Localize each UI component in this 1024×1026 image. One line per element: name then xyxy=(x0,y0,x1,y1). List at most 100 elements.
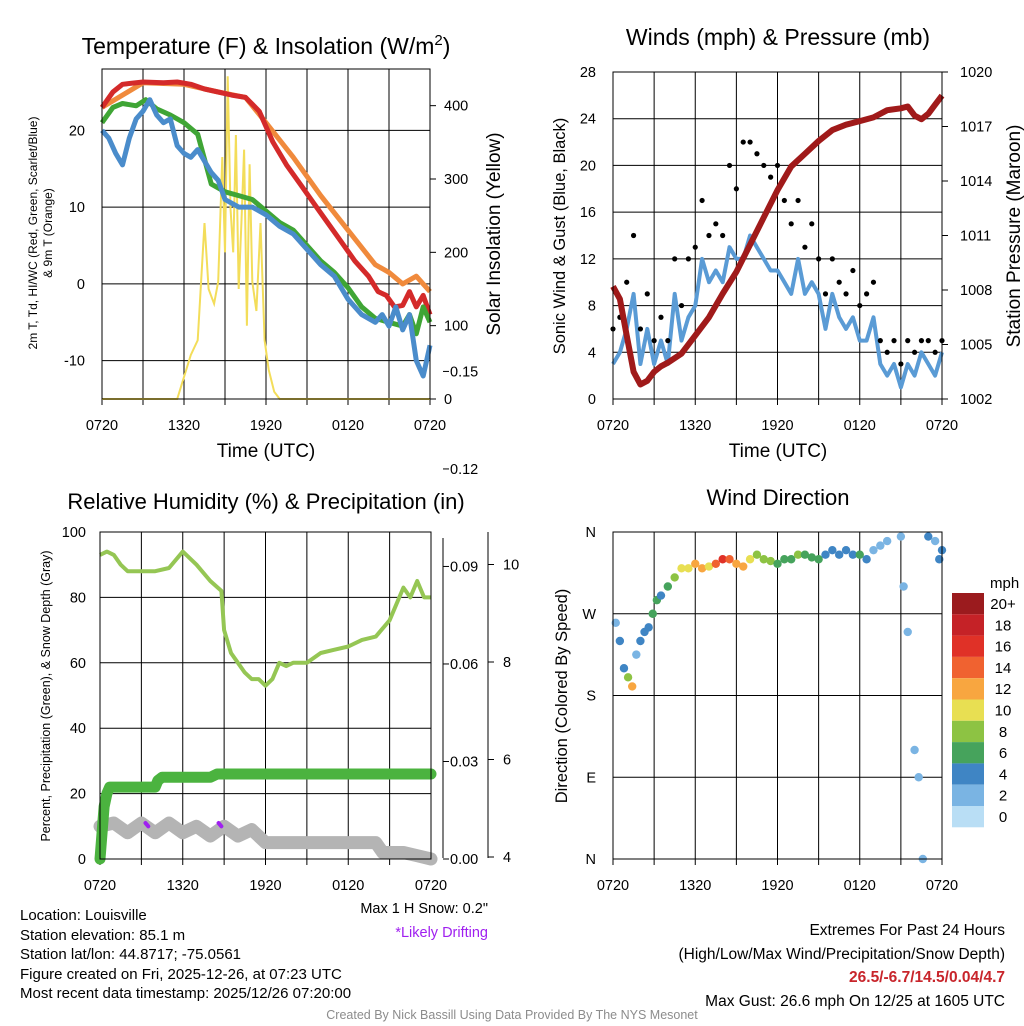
time-tick-label: 0720 xyxy=(926,878,958,894)
temperature-ylabel-line2: & 9m T (Orange) xyxy=(41,188,55,278)
winds-panel: Winds (mph) & Pressure (mb) 0 4 8 12 16 20 24 2… xyxy=(551,24,1024,462)
time-tick-label: 0720 xyxy=(86,418,118,434)
pressure-ylabel: Station Pressure (Maroon) xyxy=(1004,125,1024,348)
gust-point xyxy=(870,279,877,285)
precip-tick-label: 0.03 xyxy=(450,754,478,770)
wind-tick-label: 24 xyxy=(580,112,596,128)
direction-point xyxy=(828,545,837,555)
gust-point xyxy=(720,232,726,239)
legend-label: 18 xyxy=(995,617,1012,634)
snow-tick-label: 6 xyxy=(503,753,511,769)
gust-point xyxy=(774,162,781,169)
temperature-tick-label: -10 xyxy=(64,354,85,370)
legend-label: 4 xyxy=(999,766,1007,783)
direction-point xyxy=(766,556,775,566)
direction-point xyxy=(814,555,823,564)
time-tick-label: 0720 xyxy=(414,418,446,434)
legend-label: 2 xyxy=(999,788,1007,805)
direction-point xyxy=(930,536,940,546)
temperature-xlabel: Time (UTC) xyxy=(217,441,316,462)
max-snow-text: Max 1 H Snow: 0.2" xyxy=(360,901,488,917)
gust-point xyxy=(754,151,760,157)
legend-swatch xyxy=(952,784,984,806)
direction-title: Wind Direction xyxy=(706,485,849,510)
direction-point xyxy=(648,609,657,618)
created-text: Figure created on Fri, 2025-12-26, at 07… xyxy=(20,965,342,983)
legend-swatch xyxy=(952,699,984,721)
legend-swatch xyxy=(952,635,984,657)
gust-point xyxy=(788,221,794,227)
percent-tick-label: 60 xyxy=(70,656,86,672)
percent-tick-label: 0 xyxy=(78,852,86,868)
gust-point xyxy=(637,326,644,332)
credit-line: Created By Nick Bassill Using Data Provi… xyxy=(326,1008,698,1022)
direction-point xyxy=(848,550,858,559)
direction-point xyxy=(821,550,830,559)
windchill-line xyxy=(100,97,433,379)
pressure-tick-label: 1011 xyxy=(960,229,991,245)
direction-point xyxy=(739,562,748,571)
wind-tick-label: 20 xyxy=(580,158,596,174)
gust-point xyxy=(802,244,808,250)
insolation-tick-label: 300 xyxy=(444,172,468,188)
humidity-frame xyxy=(99,531,432,860)
snow-tick-label: 4 xyxy=(503,850,511,866)
gust-point xyxy=(829,256,835,262)
time-tick-label: 0120 xyxy=(844,878,876,894)
direction-point xyxy=(855,550,864,559)
direction-tick-label: E xyxy=(586,770,596,786)
direction-tick-label: N xyxy=(586,852,596,868)
gust-point xyxy=(733,186,739,192)
legend-label: 14 xyxy=(995,660,1012,677)
max-gust-text: Max Gust: 26.6 mph On 12/25 at 1605 UTC xyxy=(705,992,1005,1010)
gust-point xyxy=(692,244,698,250)
temperature-title: Temperature (F) & Insolation (W/m2) xyxy=(82,32,451,59)
gust-point xyxy=(850,267,856,274)
speed-legend-title: mph xyxy=(990,575,1019,592)
recent-data-text: Most recent data timestamp: 2025/12/26 0… xyxy=(20,985,352,1002)
location-text: Location: Louisville xyxy=(20,907,147,924)
time-tick-label: 0120 xyxy=(332,878,364,894)
direction-point xyxy=(773,559,782,568)
speed-legend: 20+ 18 16 14 12 10 8 6 4 2 0 xyxy=(952,593,1016,828)
direction-point xyxy=(611,618,620,628)
pressure-tick-label: 1002 xyxy=(960,392,992,408)
gust-point xyxy=(884,349,890,355)
direction-point xyxy=(670,573,679,582)
legend-swatch xyxy=(952,678,984,700)
direction-tick-label: W xyxy=(582,607,596,623)
winds-frame xyxy=(612,71,943,400)
direction-point xyxy=(697,564,707,573)
time-tick-label: 0720 xyxy=(84,878,116,894)
gust-point xyxy=(843,291,849,297)
wind-tick-label: 4 xyxy=(588,345,596,361)
direction-point xyxy=(793,550,803,559)
direction-point xyxy=(636,636,645,646)
humidity-ylabel: Percent, Precipitation (Green), & Snow D… xyxy=(39,550,53,841)
gust-point xyxy=(630,232,637,239)
direction-point xyxy=(718,555,727,564)
gust-point xyxy=(905,338,911,344)
time-tick-label: 0720 xyxy=(415,878,447,894)
direction-point xyxy=(876,541,885,550)
time-tick-label: 0120 xyxy=(844,418,876,434)
direction-point xyxy=(869,545,878,555)
rh-line xyxy=(99,549,431,688)
gust-point xyxy=(624,279,630,285)
humidity-plot-area: 0204060801000.000.030.060.090.120.154681… xyxy=(62,364,519,894)
gust-point xyxy=(768,174,774,180)
insolation-tick-label: 200 xyxy=(444,245,468,261)
temperature-frame xyxy=(101,68,431,400)
time-tick-label: 1920 xyxy=(249,878,281,894)
precip-tick-label: 0.12 xyxy=(450,462,478,478)
legend-label: 0 xyxy=(999,809,1007,826)
elevation-text: Station elevation: 85.1 m xyxy=(20,926,186,944)
insolation-tick-label: 100 xyxy=(444,319,468,335)
pressure-tick-label: 1014 xyxy=(960,174,992,190)
pressure-tick-label: 1017 xyxy=(960,120,992,136)
insolation-line xyxy=(102,76,430,400)
legend-swatch xyxy=(952,742,984,764)
legend-swatch xyxy=(952,763,984,785)
gust-point xyxy=(678,302,685,309)
